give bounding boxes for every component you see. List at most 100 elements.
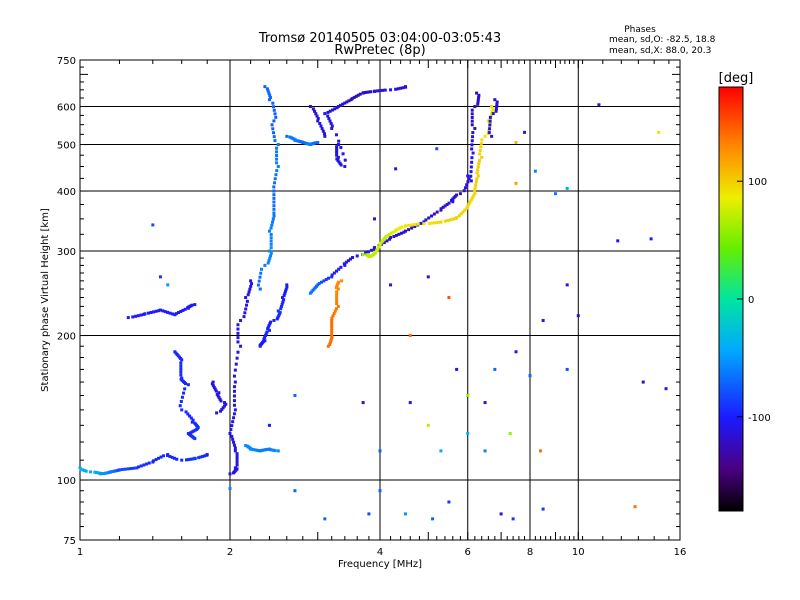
data-point xyxy=(455,216,459,220)
data-point xyxy=(326,344,330,348)
data-point xyxy=(476,165,480,169)
data-point xyxy=(96,471,100,475)
data-point xyxy=(232,389,236,393)
data-point xyxy=(267,259,271,263)
data-point xyxy=(269,239,273,243)
data-point xyxy=(476,174,480,178)
data-point xyxy=(468,200,472,204)
data-point xyxy=(367,90,371,94)
data-point xyxy=(443,219,447,223)
data-point xyxy=(147,461,151,465)
x-tick-label: 4 xyxy=(377,547,383,558)
data-point xyxy=(123,467,127,471)
data-point xyxy=(274,115,278,119)
data-point xyxy=(396,87,400,91)
data-point xyxy=(249,279,253,283)
data-point xyxy=(350,97,354,101)
data-point xyxy=(344,260,348,264)
data-point xyxy=(253,448,257,452)
data-point xyxy=(191,418,195,422)
x-axis-label: Frequency [MHz] xyxy=(338,559,422,570)
data-point xyxy=(395,227,399,231)
colorbar-tick-label: -100 xyxy=(748,413,771,424)
data-point xyxy=(445,203,449,207)
data-point xyxy=(272,207,276,211)
data-point xyxy=(375,89,379,93)
data-point xyxy=(280,302,284,306)
data-point xyxy=(477,93,481,97)
scatter-point xyxy=(664,387,668,391)
data-point xyxy=(250,447,254,451)
data-point xyxy=(282,293,286,297)
data-point xyxy=(234,362,238,366)
data-point xyxy=(313,109,317,113)
data-point xyxy=(407,228,411,232)
data-point xyxy=(143,312,147,316)
chart-subtitle: RwPretec (8p) xyxy=(334,43,425,58)
data-point xyxy=(120,468,124,472)
data-point xyxy=(314,141,318,145)
data-point xyxy=(348,257,352,261)
data-point xyxy=(275,146,279,150)
data-point xyxy=(399,231,403,235)
data-point xyxy=(111,470,115,474)
data-point xyxy=(268,96,272,100)
data-point xyxy=(184,410,188,414)
data-point xyxy=(385,239,389,243)
data-point xyxy=(243,311,247,315)
data-point xyxy=(258,275,262,279)
data-point xyxy=(250,282,254,286)
scatter-point xyxy=(439,449,443,453)
data-point xyxy=(178,404,182,408)
data-point xyxy=(229,428,233,432)
data-point xyxy=(311,107,315,111)
data-point xyxy=(264,448,268,452)
data-point xyxy=(233,446,237,450)
data-point xyxy=(397,232,401,236)
colorbar-tick-label: 100 xyxy=(748,177,767,188)
data-point xyxy=(422,220,426,224)
data-point xyxy=(258,287,262,291)
data-point xyxy=(386,233,390,237)
data-point xyxy=(335,293,339,297)
data-point xyxy=(314,112,318,116)
data-point xyxy=(236,336,240,340)
data-point xyxy=(389,236,393,240)
y-tick-label: 400 xyxy=(57,187,76,198)
data-point xyxy=(230,424,234,428)
data-point xyxy=(476,168,480,172)
data-point xyxy=(343,164,347,168)
scatter-point xyxy=(361,401,365,405)
data-point xyxy=(330,329,334,333)
data-point xyxy=(203,454,207,458)
scatter-point xyxy=(166,283,170,287)
scatter-point xyxy=(394,167,398,171)
data-point xyxy=(272,108,276,112)
data-point xyxy=(285,285,289,289)
data-point xyxy=(335,153,339,157)
data-point xyxy=(242,315,246,319)
scatter-point xyxy=(367,512,371,516)
data-point xyxy=(326,110,330,114)
data-point xyxy=(495,102,499,106)
data-point xyxy=(278,311,282,315)
data-point xyxy=(201,454,205,458)
data-point xyxy=(391,230,395,234)
scatter-point xyxy=(649,237,653,241)
data-point xyxy=(247,290,251,294)
data-point xyxy=(262,448,266,452)
data-point xyxy=(275,161,279,165)
scatter-point xyxy=(511,517,515,521)
data-point xyxy=(467,202,471,206)
data-point xyxy=(461,210,465,214)
data-point xyxy=(219,399,223,403)
data-point xyxy=(345,100,349,104)
stats-line-o: mean, sd,O: -82.5, 18.8 xyxy=(609,35,716,45)
data-point xyxy=(276,164,280,168)
data-point xyxy=(327,276,331,280)
data-point xyxy=(367,255,371,259)
data-point xyxy=(490,112,494,116)
data-point xyxy=(272,131,276,135)
data-point xyxy=(112,469,116,473)
data-point xyxy=(233,408,237,412)
